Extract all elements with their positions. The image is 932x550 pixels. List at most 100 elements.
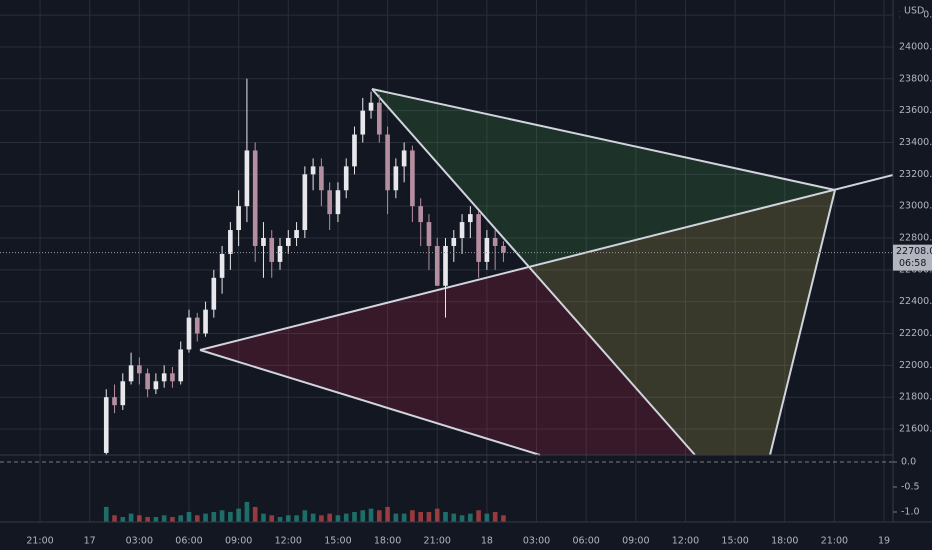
volume-bar — [434, 508, 440, 522]
volume-bar — [484, 513, 490, 522]
candle-body — [451, 238, 457, 246]
volume-bar — [153, 516, 159, 522]
x-tick-label: 15:00 — [324, 536, 351, 547]
candle-body — [360, 110, 366, 135]
x-tick-label: 21:00 — [424, 536, 451, 547]
volume-bar — [103, 506, 109, 522]
candle-body — [302, 174, 308, 231]
volume-bar — [236, 508, 241, 522]
candle-body — [161, 373, 167, 382]
labels: 21:00 17 03:00 06:00 09:00 12:00 15:00 18:00 21:… — [26, 10, 932, 547]
trend-line — [769, 189, 836, 456]
last-price-label: 22708.0 — [896, 246, 932, 257]
x-tick-label: 19 — [878, 536, 890, 547]
countdown: 06:58 — [899, 258, 926, 269]
volume-bar — [426, 511, 432, 522]
volume-bar — [459, 515, 465, 522]
y-tick-label: 23800.0 — [899, 73, 932, 84]
volume-bar — [194, 515, 200, 522]
volume-bar — [120, 516, 126, 522]
volume-bar — [335, 515, 341, 522]
indicator-tick-label: -1.0 — [901, 507, 920, 518]
trend-line — [199, 174, 894, 351]
volume-bar — [310, 513, 316, 522]
candle-body — [426, 222, 432, 246]
x-tick-label: 03:00 — [523, 536, 550, 547]
x-tick-label: 06:00 — [175, 536, 202, 547]
volume-bar — [343, 513, 349, 522]
pattern-drawing — [199, 88, 894, 456]
x-tick-label: 12:00 — [672, 536, 699, 547]
volume-bar — [269, 515, 275, 522]
candle-body — [476, 214, 481, 262]
red-zone — [200, 267, 695, 455]
volume-bar — [352, 511, 357, 522]
volume-bar — [294, 515, 299, 522]
y-tick-label: 22800.0 — [899, 233, 932, 244]
candle-body — [319, 166, 324, 191]
indicator-tick-label: 0.0 — [901, 457, 916, 468]
volume-bar — [161, 515, 167, 522]
volume-bar — [145, 516, 150, 522]
y-tick-label: 23600.0 — [899, 105, 932, 116]
volume-bar — [302, 510, 308, 522]
volume-bar — [186, 511, 192, 522]
volume-bar — [393, 513, 399, 522]
candle-body — [236, 206, 241, 231]
candle-body — [128, 365, 134, 382]
x-tick-label: 12:00 — [275, 536, 302, 547]
volume-bar — [228, 511, 233, 522]
candle-body — [194, 317, 200, 334]
candle-body — [112, 397, 117, 406]
volume-bar — [376, 510, 382, 522]
volume-bar — [178, 515, 184, 522]
volume-bar — [203, 513, 208, 522]
x-tick-label: 21:00 — [821, 536, 848, 547]
volume-bar — [285, 515, 291, 522]
volume-bar — [501, 515, 506, 522]
yellow-zone — [528, 190, 835, 455]
currency-bg — [900, 4, 924, 18]
candle-body — [228, 230, 233, 254]
candle-body — [418, 206, 423, 223]
volume-bar — [468, 513, 473, 522]
candle-body — [393, 166, 399, 191]
x-tick-label: 06:00 — [572, 536, 599, 547]
y-tick-label: 21600.0 — [899, 424, 932, 435]
candle-body — [120, 381, 126, 406]
candle-body — [219, 253, 225, 278]
candle-body — [294, 230, 299, 239]
candle-body — [343, 166, 349, 191]
candle-body — [244, 150, 250, 207]
trend-line — [371, 88, 836, 191]
volume-bar — [219, 510, 225, 522]
volume-bar — [401, 513, 407, 522]
x-tick-label: 09:00 — [622, 536, 649, 547]
candle-body — [410, 150, 415, 207]
candle-body — [153, 381, 159, 390]
volume-bar — [410, 510, 415, 522]
candle-body — [261, 238, 266, 246]
green-zone — [372, 89, 835, 267]
x-tick-label: 09:00 — [225, 536, 252, 547]
volume-bar — [128, 513, 134, 522]
volume-bar — [451, 513, 457, 522]
candle-body — [335, 190, 341, 215]
trend-line — [199, 349, 541, 456]
volume-bar — [277, 516, 283, 522]
candle-body — [492, 238, 498, 246]
candle-body — [434, 245, 440, 286]
x-tick-label: 18:00 — [374, 536, 401, 547]
volume-bar — [385, 506, 390, 522]
y-tick-label: 22400.0 — [899, 296, 932, 307]
candle-body — [211, 277, 217, 310]
candle-body — [368, 102, 374, 111]
candle-body — [203, 309, 208, 334]
volume-bar — [170, 516, 175, 522]
y-tick-label: 23200.0 — [899, 169, 932, 180]
candle-body — [285, 238, 291, 246]
candle-body — [327, 190, 332, 215]
